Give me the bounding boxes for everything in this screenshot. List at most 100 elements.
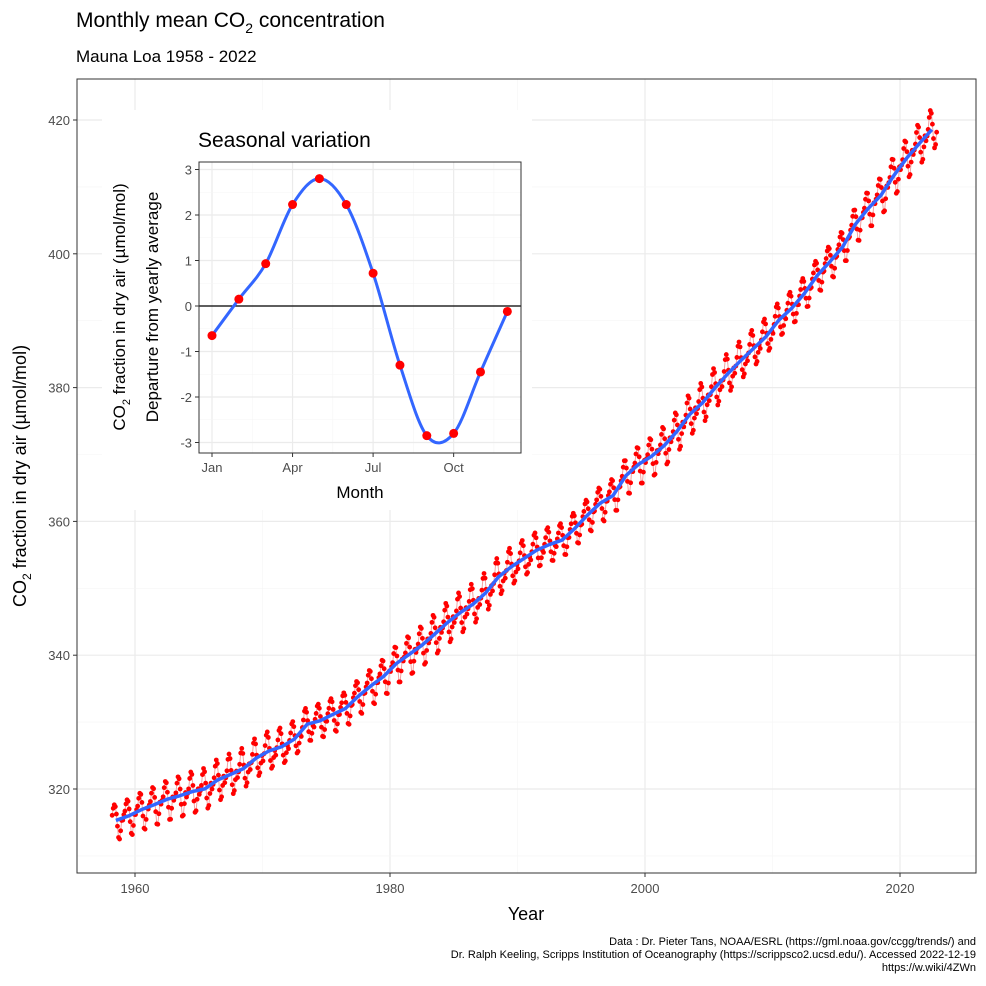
monthly-point — [114, 811, 119, 817]
y-tick-label: 420 — [48, 113, 70, 128]
monthly-point — [588, 528, 594, 534]
monthly-point — [308, 737, 314, 743]
monthly-point — [160, 794, 166, 800]
monthly-point — [507, 545, 512, 551]
monthly-point — [321, 734, 326, 740]
monthly-point — [914, 130, 919, 135]
monthly-point — [155, 821, 161, 827]
monthly-point — [139, 799, 145, 805]
monthly-point — [206, 803, 212, 808]
monthly-point — [627, 490, 632, 496]
monthly-point — [811, 270, 816, 276]
monthly-point — [714, 394, 720, 400]
monthly-point — [173, 790, 179, 796]
monthly-point — [421, 650, 426, 656]
monthly-point — [484, 599, 490, 605]
monthly-point — [142, 826, 148, 832]
monthly-point — [461, 626, 467, 632]
monthly-point — [125, 798, 131, 804]
inset-y-tick-label: 3 — [185, 163, 192, 178]
monthly-point — [823, 256, 829, 261]
monthly-point — [839, 230, 845, 236]
monthly-point — [492, 572, 498, 578]
monthly-point — [481, 571, 487, 576]
monthly-point — [798, 287, 804, 292]
footnote-line-2: Dr. Ralph Keeling, Scripps Institution o… — [451, 949, 976, 961]
monthly-point — [559, 525, 564, 530]
monthly-point — [216, 772, 221, 778]
monthly-point — [788, 293, 794, 299]
monthly-point — [920, 156, 926, 162]
monthly-point — [347, 713, 353, 719]
monthly-point — [335, 721, 340, 727]
monthly-point — [148, 799, 153, 804]
monthly-point — [787, 289, 793, 295]
monthly-point — [485, 606, 491, 612]
monthly-point — [329, 699, 335, 705]
monthly-point — [510, 573, 516, 579]
monthly-point — [446, 629, 452, 635]
monthly-point — [745, 358, 750, 364]
monthly-point — [750, 333, 756, 338]
monthly-point — [433, 640, 439, 646]
monthly-point — [229, 782, 235, 788]
monthly-point — [678, 443, 683, 449]
monthly-point — [648, 437, 654, 443]
monthly-point — [424, 648, 430, 653]
monthly-point — [701, 409, 707, 415]
monthly-point — [268, 758, 273, 763]
monthly-point — [196, 791, 202, 797]
monthly-point — [250, 751, 255, 757]
monthly-point — [686, 395, 692, 401]
monthly-point — [466, 598, 472, 604]
monthly-point — [252, 736, 257, 742]
monthly-point — [418, 626, 424, 631]
monthly-point — [129, 832, 135, 838]
chart-subtitle: Mauna Loa 1958 - 2022 — [76, 47, 257, 66]
monthly-point — [794, 310, 799, 316]
monthly-point — [432, 625, 438, 631]
monthly-point — [699, 384, 705, 390]
monthly-point — [532, 530, 538, 536]
y-tick-label: 320 — [48, 782, 70, 797]
monthly-point — [772, 313, 778, 319]
monthly-point — [322, 727, 328, 732]
monthly-point — [533, 535, 539, 541]
monthly-point — [331, 718, 337, 723]
inset-y-tick-label: 2 — [185, 208, 192, 223]
monthly-point — [856, 238, 862, 243]
monthly-point — [360, 702, 366, 707]
monthly-point — [357, 699, 363, 704]
monthly-point — [806, 295, 812, 301]
monthly-point — [472, 611, 477, 617]
monthly-point — [801, 279, 807, 284]
monthly-point — [303, 706, 308, 711]
inset-x-tick-label: Jan — [202, 460, 223, 475]
monthly-point — [918, 149, 924, 155]
monthly-point — [883, 196, 889, 202]
y-tick-label: 360 — [48, 514, 70, 529]
monthly-point — [692, 415, 697, 421]
monthly-point — [499, 588, 505, 594]
monthly-point — [458, 605, 464, 611]
monthly-point — [488, 591, 493, 597]
monthly-point — [275, 737, 281, 743]
y-tick-label: 340 — [48, 648, 70, 663]
monthly-point — [151, 786, 156, 792]
seasonal-point — [368, 268, 378, 278]
monthly-point — [486, 602, 492, 608]
monthly-point — [209, 786, 215, 792]
monthly-point — [865, 190, 870, 196]
monthly-point — [304, 709, 309, 715]
monthly-point — [131, 823, 136, 828]
monthly-point — [219, 794, 224, 800]
monthly-point — [558, 521, 563, 527]
monthly-point — [174, 780, 180, 786]
monthly-point — [477, 602, 483, 607]
monthly-point — [576, 540, 581, 546]
monthly-point — [633, 451, 639, 457]
monthly-point — [734, 355, 740, 360]
monthly-point — [679, 431, 685, 436]
monthly-point — [676, 436, 681, 442]
